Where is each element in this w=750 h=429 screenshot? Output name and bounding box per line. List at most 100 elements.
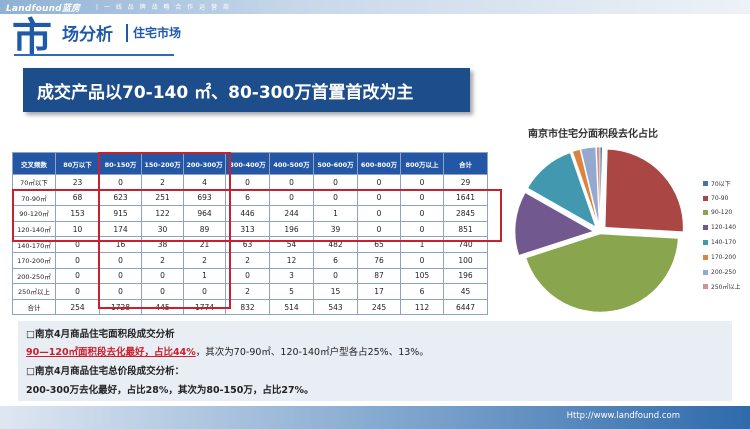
table-cell: 0 bbox=[313, 267, 358, 285]
table-cell: 0 bbox=[183, 283, 226, 300]
legend-swatch bbox=[703, 284, 708, 290]
table-cell: 12 bbox=[269, 251, 314, 269]
legend-swatch bbox=[703, 240, 708, 246]
pie-slice-7 bbox=[596, 146, 601, 226]
table-cell: 100 bbox=[443, 251, 488, 269]
table-cell: 6 bbox=[400, 283, 444, 300]
legend-swatch bbox=[703, 254, 708, 260]
table-header-cell: 200-300万 bbox=[183, 152, 226, 175]
analysis-highlight: 90—120㎡面积段去化最好，占比44% bbox=[26, 347, 196, 358]
pie-slice-4 bbox=[527, 152, 597, 228]
headline-text: 成交产品以70-140 ㎡、80-300万首置首改为主 bbox=[37, 83, 414, 103]
legend-swatch bbox=[703, 195, 708, 201]
table-cell: 2 bbox=[225, 283, 270, 300]
legend-item: 90-120 bbox=[703, 206, 740, 221]
legend-item: 70-90 bbox=[703, 191, 740, 206]
analysis-area-rest: ，其次为70-90㎡、120-140㎡户型各占25%、13%。 bbox=[195, 347, 429, 358]
headline-banner: 成交产品以70-140 ㎡、80-300万首置首改为主 bbox=[23, 68, 470, 112]
table-header-cell: 500-600万 bbox=[313, 152, 358, 175]
table-cell: 254 bbox=[55, 298, 100, 316]
title-separator bbox=[126, 24, 128, 42]
legend-label: 90-120 bbox=[711, 209, 733, 217]
table-row-label: 70-90㎡ bbox=[12, 189, 56, 207]
table-cell: 0 bbox=[269, 174, 314, 191]
pie-slice-6 bbox=[580, 146, 600, 226]
table-cell: 5 bbox=[269, 283, 314, 300]
table-cell: 10 bbox=[55, 220, 100, 238]
analysis-heading-area: □南京4月商品住宅面积段成交分析 bbox=[26, 329, 175, 340]
table-cell: 29 bbox=[443, 174, 488, 191]
table-cell: 112 bbox=[400, 298, 444, 316]
table-cell: 4 bbox=[183, 174, 226, 191]
table-cell: 0 bbox=[99, 251, 142, 269]
legend-label: 120-140 bbox=[711, 224, 737, 232]
table-cell: 2 bbox=[141, 251, 184, 269]
table-cell: 0 bbox=[313, 189, 358, 207]
table-cell: 3 bbox=[269, 267, 314, 285]
legend-item: 170-200 bbox=[703, 250, 740, 265]
table-cell: 89 bbox=[183, 220, 226, 238]
brand-logo: Landfound蓝房 bbox=[6, 4, 81, 14]
table-cell: 76 bbox=[357, 251, 401, 269]
table-cell: 6 bbox=[313, 251, 358, 269]
table-cell: 17 bbox=[357, 283, 401, 300]
table-row: 70㎡以下 23 0 2 4 0 0 0 0 0 29 bbox=[12, 174, 488, 191]
table-row-label: 70㎡以下 bbox=[12, 174, 56, 191]
legend-label: 70-90 bbox=[711, 194, 729, 202]
table-row: 70-90㎡ 68 623 251 693 6 0 0 0 0 1641 bbox=[12, 189, 488, 207]
table-cell: 543 bbox=[313, 298, 358, 316]
legend-item: 120-140 bbox=[703, 220, 740, 235]
table-header-cell: 800万以上 bbox=[400, 152, 444, 175]
chart-title: 南京市住宅分面积段去化占比 bbox=[528, 129, 658, 140]
table-cell: 45 bbox=[443, 283, 488, 300]
table-row-label: 250㎡以上 bbox=[12, 283, 56, 300]
chart-legend: 70以下 70-90 90-120 120-140 140-170 170-200 200-… bbox=[703, 176, 740, 294]
table-cell: 2 bbox=[225, 251, 270, 269]
pie-slice-0 bbox=[599, 146, 603, 226]
legend-swatch bbox=[703, 225, 708, 231]
table-cell: 196 bbox=[443, 267, 488, 285]
title-underline bbox=[14, 54, 174, 56]
table-row: 250㎡以上 0 0 0 0 2 5 15 17 6 45 bbox=[12, 283, 488, 300]
highlight-box-price-columns bbox=[98, 152, 231, 309]
table-cell: 15 bbox=[313, 283, 358, 300]
table-cell: 196 bbox=[269, 220, 314, 238]
table-header-cell: 80-150万 bbox=[99, 152, 142, 175]
table-row: 120-140㎡ 10 174 30 89 313 196 39 0 0 851 bbox=[12, 220, 488, 238]
analysis-panel: □南京4月商品住宅面积段成交分析 90—120㎡面积段去化最好，占比44%，其次… bbox=[18, 321, 732, 401]
table-cell: 251 bbox=[141, 189, 184, 207]
analysis-area-text: 90—120㎡面积段去化最好，占比44%，其次为70-90㎡、120-140㎡户… bbox=[26, 344, 429, 358]
legend-item: 250㎡以上 bbox=[703, 280, 740, 295]
table-row: 合计 254 1728 445 1774 832 514 543 245 112 6447 bbox=[12, 298, 488, 316]
table-cell: 23 bbox=[55, 174, 100, 191]
pie-slice-1 bbox=[604, 148, 684, 233]
table-cell: 0 bbox=[269, 189, 314, 207]
table-header-cell: 600-800万 bbox=[357, 152, 401, 175]
table-row-label: 170-200㎡ bbox=[12, 251, 56, 269]
table-cell: 0 bbox=[141, 267, 184, 285]
table-row-label: 200-250㎡ bbox=[12, 267, 56, 285]
brand-tagline: | 一 线 品 牌 战 略 合 作 运 营 商 bbox=[96, 4, 232, 11]
table-cell: 0 bbox=[357, 205, 401, 222]
table-cell: 1 bbox=[183, 267, 226, 285]
table-cell: 0 bbox=[400, 220, 444, 238]
analysis-heading-price: □南京4月商品住宅总价段成交分析： bbox=[26, 366, 185, 377]
table-cell: 0 bbox=[357, 189, 401, 207]
legend-swatch bbox=[703, 269, 708, 275]
table-cell: 0 bbox=[225, 267, 270, 285]
table-cell: 832 bbox=[225, 298, 270, 316]
table-row: 170-200㎡ 0 0 2 2 2 12 6 76 0 100 bbox=[12, 251, 488, 269]
table-cell: 0 bbox=[400, 251, 444, 269]
table-cell: 0 bbox=[357, 174, 401, 191]
table-cell: 0 bbox=[313, 174, 358, 191]
legend-label: 70以下 bbox=[711, 180, 731, 188]
table-cell: 68 bbox=[55, 189, 100, 207]
table-cell: 87 bbox=[357, 267, 401, 285]
table-cell: 0 bbox=[55, 267, 100, 285]
top-bar: Landfound蓝房 | 一 线 品 牌 战 略 合 作 运 营 商 bbox=[0, 0, 750, 14]
table-header-cell: 合计 bbox=[443, 152, 488, 175]
page-subtitle: 住宅市场 bbox=[133, 26, 182, 40]
table-header-cell: 交叉频数 bbox=[12, 152, 56, 175]
cross-tab-table: 交叉频数 80万以下 80-150万 150-200万 200-300万 300-400万… bbox=[12, 152, 488, 316]
